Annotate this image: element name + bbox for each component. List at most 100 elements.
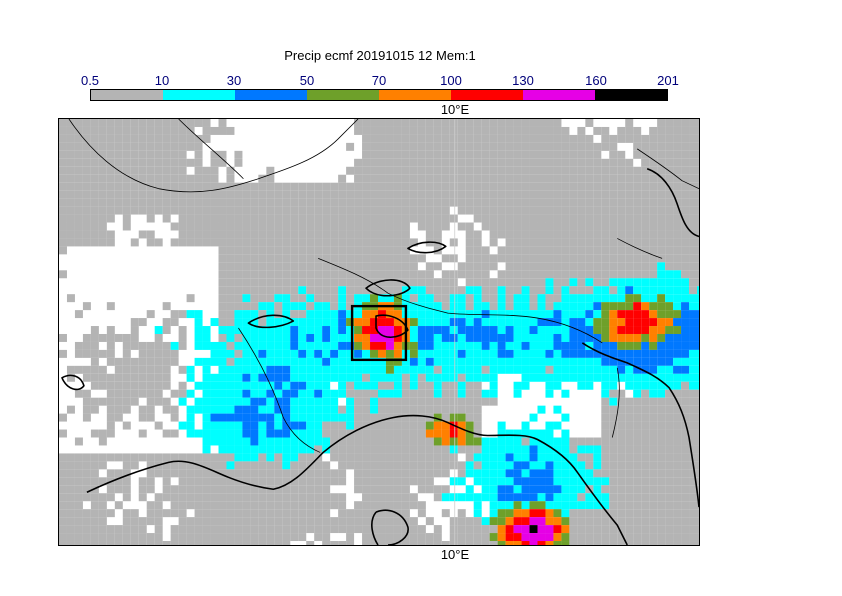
- precip-cell: [210, 214, 219, 223]
- precip-cell: [274, 246, 283, 255]
- precip-cell: [497, 541, 506, 545]
- precip-cell: [473, 214, 482, 223]
- precip-cell: [649, 326, 658, 334]
- precip-cell: [210, 461, 219, 470]
- precip-cell: [154, 198, 163, 207]
- precip-cell: [242, 453, 251, 462]
- precip-cell: [649, 254, 658, 263]
- precip-cell: [465, 230, 474, 239]
- precip-cell: [290, 302, 299, 311]
- precip-cell: [409, 254, 418, 263]
- precip-cell: [633, 485, 642, 494]
- precip-cell: [481, 318, 490, 327]
- precip-cell: [306, 333, 315, 342]
- precip-cell: [441, 445, 450, 454]
- precip-cell: [601, 222, 610, 231]
- precip-cell: [497, 294, 506, 303]
- precip-cell: [82, 413, 91, 422]
- precip-cell: [553, 310, 562, 319]
- precip-cell: [362, 509, 371, 518]
- precip-cell: [146, 541, 155, 545]
- precip-cell: [409, 437, 418, 446]
- precip-cell: [258, 541, 267, 545]
- precip-cell: [362, 150, 371, 159]
- precip-cell: [609, 326, 618, 334]
- precip-cell: [689, 501, 698, 510]
- precip-cell: [529, 134, 538, 143]
- precip-cell: [681, 238, 690, 247]
- precip-cell: [433, 533, 442, 542]
- precip-cell: [202, 397, 211, 406]
- precip-cell: [465, 326, 474, 334]
- precip-cell: [226, 246, 235, 255]
- precip-cell: [306, 206, 315, 215]
- precip-cell: [585, 501, 594, 510]
- precip-cell: [441, 437, 450, 446]
- precip-cell: [441, 214, 450, 223]
- precip-cell: [489, 517, 498, 526]
- precip-cell: [497, 469, 506, 478]
- precip-cell: [393, 254, 402, 263]
- precip-cell: [378, 517, 386, 526]
- precip-cell: [266, 541, 275, 545]
- precip-cell: [170, 405, 179, 414]
- precip-cell: [673, 270, 682, 279]
- precip-cell: [258, 381, 267, 390]
- precip-cell: [505, 190, 514, 199]
- precip-cell: [306, 445, 315, 454]
- precip-cell: [290, 349, 299, 358]
- precip-cell: [98, 238, 107, 247]
- precip-cell: [441, 134, 450, 143]
- precip-cell: [122, 389, 131, 398]
- precip-cell: [385, 405, 394, 414]
- precip-cell: [657, 413, 666, 422]
- precip-cell: [338, 333, 347, 342]
- precip-cell: [258, 206, 267, 215]
- precip-cell: [481, 270, 490, 279]
- precip-cell: [633, 302, 642, 311]
- precip-cell: [497, 461, 506, 470]
- precip-cell: [298, 222, 307, 231]
- precip-cell: [234, 198, 243, 207]
- precip-cell: [114, 174, 123, 183]
- precip-cell: [370, 254, 379, 263]
- coastline: [646, 168, 699, 238]
- precip-cell: [521, 429, 530, 438]
- precip-cell: [689, 421, 698, 430]
- precip-cell: [146, 357, 155, 366]
- precip-cell: [314, 294, 323, 303]
- precip-cell: [194, 238, 203, 247]
- precip-cell: [505, 461, 514, 470]
- precip-cell: [617, 230, 626, 239]
- precip-cell: [593, 541, 602, 545]
- precip-cell: [114, 357, 123, 366]
- precip-cell: [657, 461, 666, 470]
- precip-cell: [657, 190, 666, 199]
- precip-cell: [657, 119, 666, 127]
- precip-cell: [537, 278, 546, 287]
- precip-cell: [258, 405, 267, 414]
- precip-cell: [314, 493, 323, 502]
- precip-cell: [258, 437, 267, 446]
- precip-cell: [218, 517, 227, 526]
- precip-cell: [433, 214, 442, 223]
- precip-cell: [82, 341, 91, 350]
- precip-cell: [266, 246, 275, 255]
- precip-cell: [449, 413, 458, 422]
- precip-cell: [218, 477, 227, 486]
- precip-cell: [545, 349, 554, 358]
- precip-cell: [146, 509, 155, 518]
- precip-cell: [282, 230, 291, 239]
- precip-cell: [338, 294, 347, 303]
- precip-cell: [378, 421, 386, 430]
- precip-cell: [266, 270, 275, 279]
- precip-cell: [330, 214, 339, 223]
- precip-cell: [609, 341, 618, 350]
- precip-cell: [665, 222, 674, 231]
- precip-cell: [322, 461, 331, 470]
- precip-cell: [689, 429, 698, 438]
- precip-cell: [633, 509, 642, 518]
- precip-cell: [314, 302, 323, 311]
- precip-cell: [178, 381, 187, 390]
- precip-cell: [689, 166, 698, 175]
